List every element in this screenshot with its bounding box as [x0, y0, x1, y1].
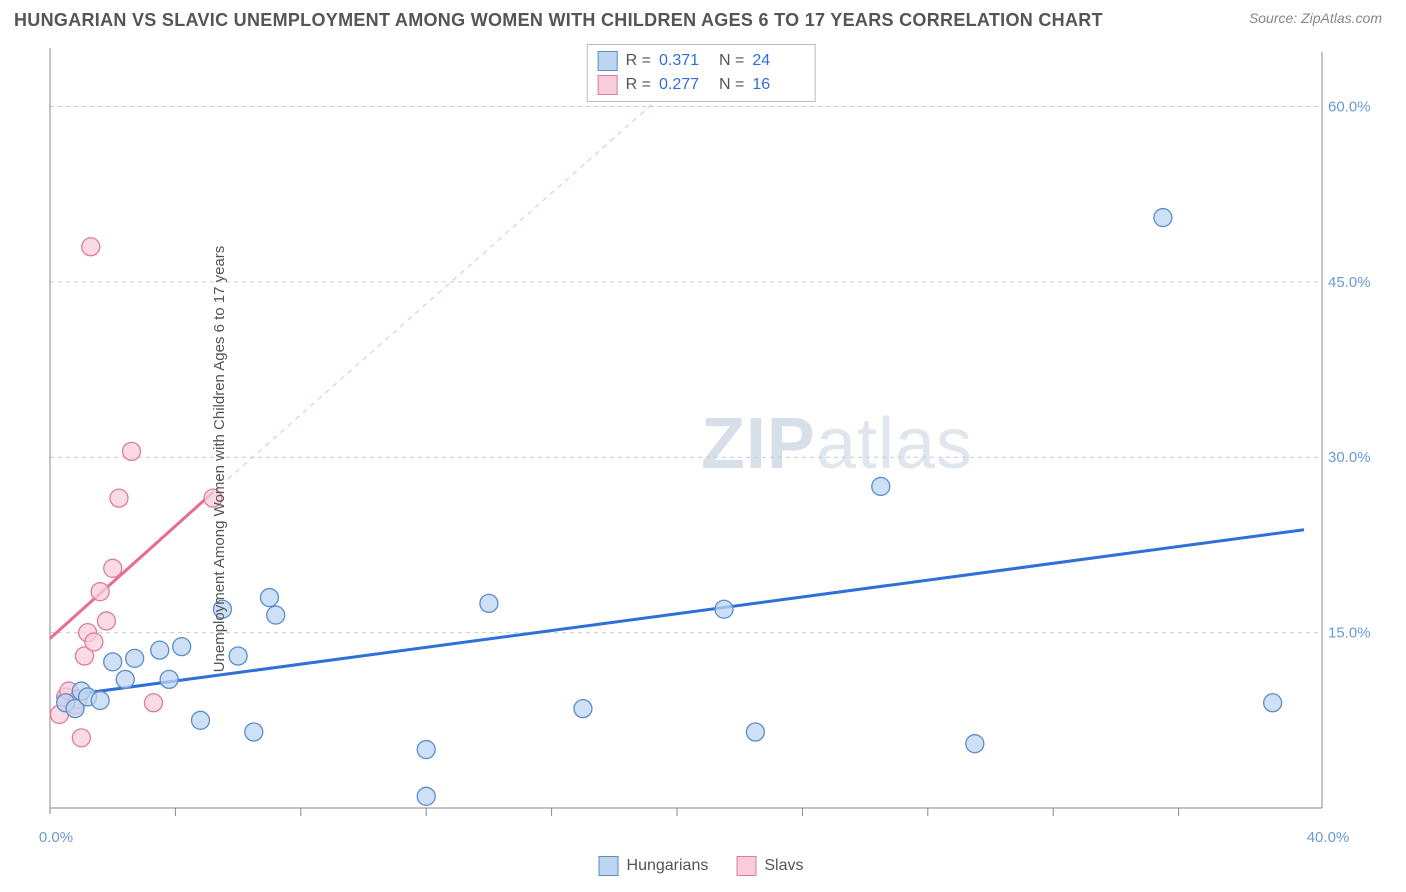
y-tick-label: 45.0% [1328, 274, 1371, 291]
data-point-hungarians [715, 600, 733, 618]
r-value: 0.371 [659, 49, 711, 73]
series-legend: Hungarians Slavs [599, 856, 804, 876]
data-point-hungarians [229, 647, 247, 665]
r-label: R = [626, 73, 651, 97]
legend-item-slavs: Slavs [736, 856, 803, 876]
data-point-hungarians [91, 691, 109, 709]
trend-line [56, 530, 1304, 697]
y-axis-label: Unemployment Among Women with Children A… [211, 246, 228, 673]
data-point-hungarians [574, 700, 592, 718]
data-point-hungarians [173, 638, 191, 656]
data-point-slavs [85, 633, 103, 651]
swatch-pink-icon [598, 75, 618, 95]
data-point-hungarians [872, 477, 890, 495]
n-value: 16 [752, 73, 804, 97]
correlation-legend: R = 0.371 N = 24 R = 0.277 N = 16 [587, 44, 816, 102]
data-point-slavs [82, 238, 100, 256]
n-label: N = [719, 73, 744, 97]
data-point-hungarians [417, 741, 435, 759]
legend-label: Slavs [764, 857, 803, 875]
data-point-hungarians [245, 723, 263, 741]
n-label: N = [719, 49, 744, 73]
data-point-hungarians [746, 723, 764, 741]
n-value: 24 [752, 49, 804, 73]
data-point-hungarians [191, 711, 209, 729]
legend-row-slavs: R = 0.277 N = 16 [598, 73, 805, 97]
data-point-hungarians [1264, 694, 1282, 712]
r-label: R = [626, 49, 651, 73]
y-tick-label: 15.0% [1328, 625, 1371, 642]
data-point-hungarians [126, 649, 144, 667]
data-point-hungarians [267, 606, 285, 624]
data-point-slavs [123, 442, 141, 460]
data-point-hungarians [1154, 209, 1172, 227]
data-point-slavs [104, 559, 122, 577]
trend-line-dashed [213, 48, 716, 492]
data-point-slavs [110, 489, 128, 507]
x-tick-label: 0.0% [39, 829, 73, 846]
data-point-hungarians [260, 589, 278, 607]
chart-area: Unemployment Among Women with Children A… [14, 40, 1388, 878]
r-value: 0.277 [659, 73, 711, 97]
data-point-slavs [144, 694, 162, 712]
legend-row-hungarians: R = 0.371 N = 24 [598, 49, 805, 73]
data-point-hungarians [417, 787, 435, 805]
watermark: ZIPatlas [701, 404, 973, 484]
legend-item-hungarians: Hungarians [599, 856, 709, 876]
swatch-blue-icon [599, 856, 619, 876]
y-tick-label: 60.0% [1328, 98, 1371, 115]
legend-label: Hungarians [627, 857, 709, 875]
data-point-hungarians [116, 670, 134, 688]
data-point-slavs [72, 729, 90, 747]
source-attribution: Source: ZipAtlas.com [1249, 10, 1382, 26]
data-point-hungarians [966, 735, 984, 753]
swatch-pink-icon [736, 856, 756, 876]
data-point-hungarians [480, 594, 498, 612]
data-point-hungarians [151, 641, 169, 659]
data-point-slavs [97, 612, 115, 630]
chart-title: HUNGARIAN VS SLAVIC UNEMPLOYMENT AMONG W… [14, 10, 1103, 31]
swatch-blue-icon [598, 51, 618, 71]
y-tick-label: 30.0% [1328, 449, 1371, 466]
data-point-slavs [91, 583, 109, 601]
x-tick-label: 40.0% [1307, 829, 1350, 846]
trend-line [50, 492, 213, 638]
data-point-hungarians [160, 670, 178, 688]
data-point-hungarians [104, 653, 122, 671]
